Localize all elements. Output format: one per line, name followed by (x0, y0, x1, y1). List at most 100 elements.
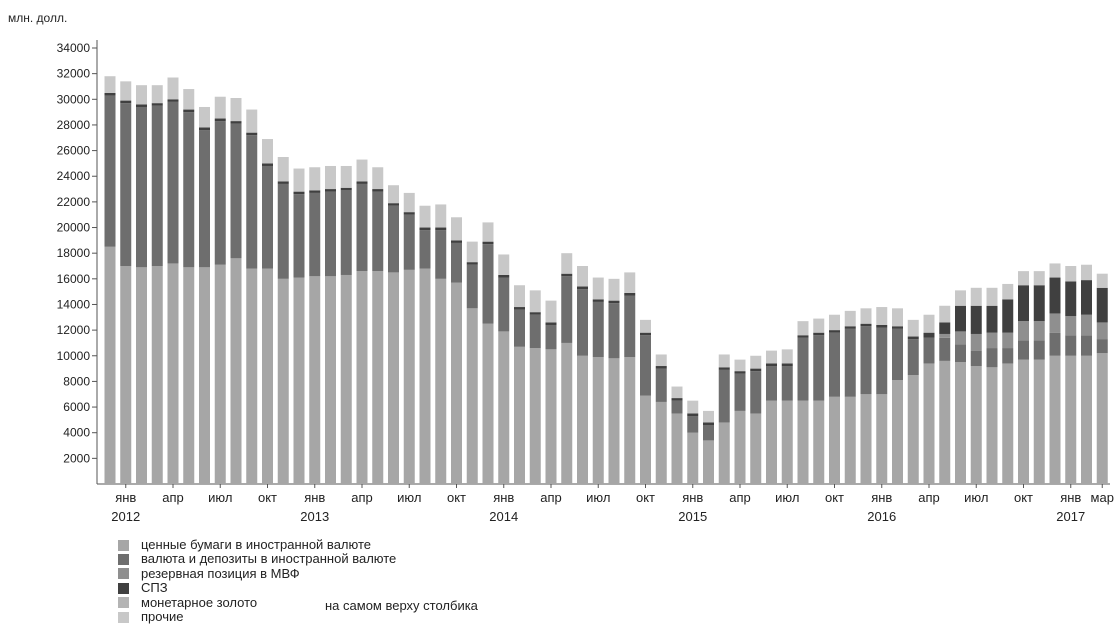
bar-segment (970, 350, 982, 367)
bar-segment (183, 109, 195, 113)
bar-segment (970, 366, 982, 484)
bar-segment (262, 163, 273, 166)
bar-segment (388, 272, 399, 484)
x-year-label: 2012 (111, 509, 140, 524)
x-year-label: 2017 (1056, 509, 1085, 524)
bar-segment (844, 326, 856, 329)
bar-segment (876, 307, 888, 325)
bar-segment (1018, 321, 1029, 341)
legend-label: прочие (141, 608, 184, 624)
bar-segment (1065, 266, 1077, 282)
bar-segment (844, 396, 856, 484)
bar-segment (167, 101, 179, 264)
reserves-chart: млн. долл. 2000 4000 6000 8000 10000 12000 1400… (8, 11, 1114, 524)
bar-segment (907, 319, 919, 337)
bar-segment (640, 332, 651, 336)
bar-segment (577, 355, 588, 484)
bar-segment (498, 331, 510, 484)
bar-segment (340, 165, 352, 188)
bar-segment (136, 106, 147, 268)
bar-segment (1002, 348, 1014, 364)
bar-segment (230, 121, 242, 124)
x-tick-label: апр (918, 490, 940, 505)
bar-segment (797, 400, 809, 484)
x-tick-label: окт (258, 490, 277, 505)
bar-segment (451, 240, 462, 243)
bar-segment (876, 394, 888, 484)
bar-segment (1049, 355, 1061, 484)
bar-segment (214, 121, 226, 265)
x-tick-label: мар (1091, 490, 1114, 505)
bar-segment (529, 348, 541, 484)
bar-segment (435, 204, 447, 228)
bar-segment (687, 400, 699, 414)
bar-segment (419, 205, 431, 228)
bar-segment (529, 290, 541, 313)
bar-segment (766, 363, 777, 367)
bar-segment (545, 300, 557, 323)
bar-segment (844, 310, 856, 327)
bar-segment (309, 167, 321, 191)
bar-segment (1096, 322, 1108, 340)
bar-segment (892, 328, 903, 381)
legend-swatch (118, 539, 129, 551)
y-tick-label: 10000 (57, 349, 91, 363)
bar-segment (1096, 353, 1108, 484)
bar-segment (262, 165, 273, 269)
bar-segment (120, 81, 132, 101)
bar-segment (151, 105, 163, 267)
bar-segment (1096, 273, 1108, 288)
x-year-label: 2014 (489, 509, 518, 524)
legend-swatch (118, 582, 129, 594)
bar-segment (577, 289, 588, 356)
bar-segment (1018, 285, 1029, 322)
bar-segment (403, 269, 415, 484)
bar-segment (655, 354, 667, 367)
bar-segment (561, 253, 573, 274)
bar-segment (356, 183, 368, 272)
bar-segment (1033, 359, 1045, 484)
bar-segment (120, 266, 132, 484)
x-tick-label: июл (208, 490, 232, 505)
bar-segment (388, 205, 399, 273)
bar-segment (545, 349, 557, 484)
bar-segment (624, 272, 636, 293)
bar-segment (986, 305, 998, 333)
bar-segment (860, 308, 872, 324)
bar-segment (262, 268, 273, 484)
bar-segment (703, 410, 714, 423)
bar-segment (750, 368, 762, 372)
bar-segment (781, 363, 793, 367)
bar-segment (1065, 335, 1077, 356)
y-tick-label: 32000 (57, 67, 91, 81)
bar-segment (1065, 316, 1077, 336)
legend-swatch (118, 611, 129, 623)
x-year-label: 2015 (678, 509, 707, 524)
bar-segment (199, 106, 210, 128)
bar-segment (939, 305, 951, 323)
bar-segment (655, 401, 667, 484)
bar-segment (608, 278, 620, 301)
bar-segment (277, 183, 289, 279)
bar-segment (466, 241, 478, 263)
bar-segment (703, 425, 714, 441)
bar-segment (892, 308, 903, 327)
bar-segment (797, 321, 809, 336)
bar-segment (309, 190, 321, 193)
bar-segment (608, 358, 620, 484)
bar-segment (561, 273, 573, 277)
bar-segment (939, 333, 951, 338)
y-tick-label: 2000 (63, 451, 90, 465)
bar-segment (136, 85, 147, 105)
bar-segment (214, 264, 226, 484)
legend: ценные бумаги в иностранной валюте валют… (118, 537, 396, 624)
bar-segment (577, 286, 588, 290)
bar-segment (671, 386, 683, 399)
bar-segment (545, 322, 557, 325)
legend-swatch (118, 554, 129, 566)
bar-segment (923, 332, 935, 338)
bar-segment (829, 332, 840, 397)
legend-label: СПЗ (141, 580, 168, 596)
bar-segment (592, 357, 604, 484)
bar-segment (293, 168, 305, 192)
